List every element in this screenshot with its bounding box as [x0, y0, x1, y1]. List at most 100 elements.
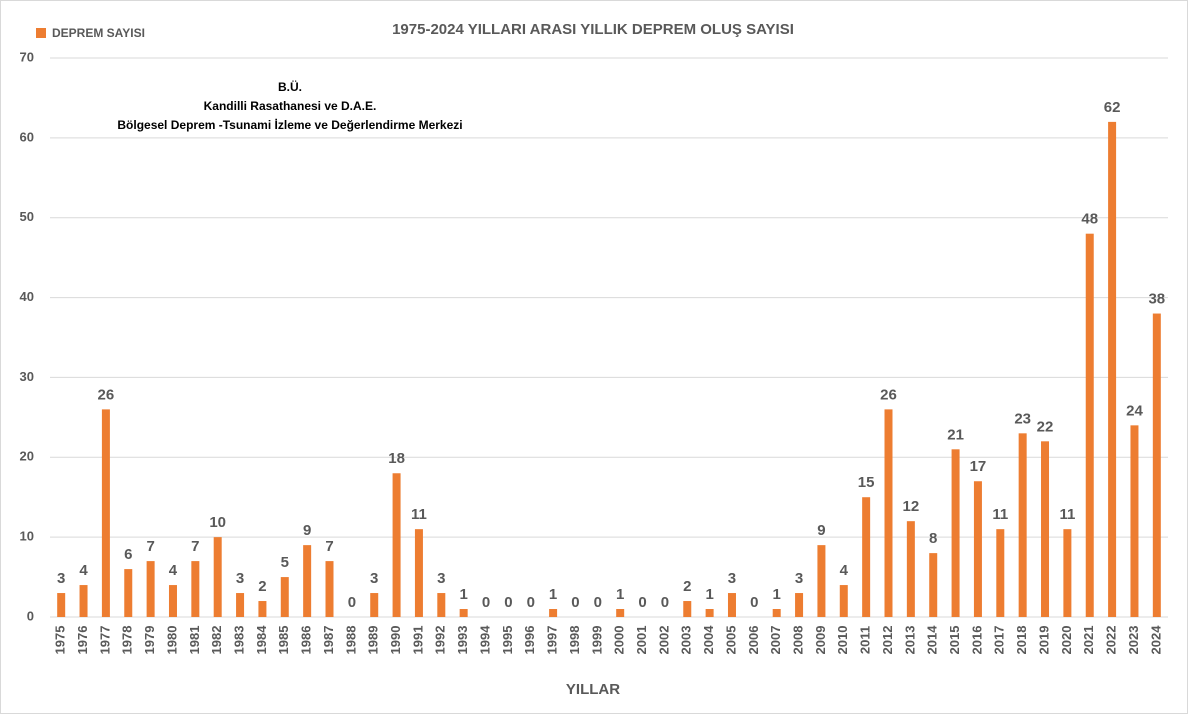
bar	[996, 529, 1005, 617]
value-label: 15	[858, 474, 875, 491]
value-label: 0	[661, 594, 669, 611]
value-label: 3	[795, 570, 803, 587]
bar	[1152, 313, 1161, 617]
value-label: 4	[169, 562, 178, 579]
value-label: 1	[459, 586, 467, 603]
bar	[280, 577, 289, 617]
x-tick-label: 1977	[97, 626, 112, 655]
bar	[683, 601, 692, 617]
bar	[929, 553, 938, 617]
bar	[795, 593, 804, 617]
value-label: 21	[947, 426, 964, 443]
legend-swatch	[36, 28, 46, 38]
bar	[1130, 425, 1139, 617]
annotation: B.Ü.	[278, 79, 302, 94]
y-tick-label: 0	[27, 608, 34, 623]
value-label: 23	[1014, 410, 1031, 427]
value-label: 22	[1037, 418, 1054, 435]
x-tick-label: 1994	[477, 625, 492, 655]
value-label: 3	[370, 570, 378, 587]
x-tick-label: 2020	[1059, 626, 1074, 655]
x-tick-label: 2000	[612, 626, 627, 655]
value-label: 1	[773, 586, 781, 603]
value-label: 0	[750, 594, 758, 611]
x-tick-label: 2006	[746, 626, 761, 655]
x-tick-label: 2021	[1081, 626, 1096, 655]
x-tick-label: 2014	[925, 625, 940, 655]
value-label: 0	[482, 594, 490, 611]
bar	[906, 521, 915, 617]
value-label: 0	[571, 594, 579, 611]
value-label: 11	[411, 506, 427, 523]
x-tick-label: 2017	[992, 626, 1007, 655]
bar	[1085, 233, 1094, 617]
value-label: 0	[504, 594, 512, 611]
bar	[258, 601, 267, 617]
bar	[370, 593, 379, 617]
value-label: 3	[57, 570, 65, 587]
x-tick-label: 1999	[589, 626, 604, 655]
x-tick-label: 1981	[187, 626, 202, 655]
x-tick-label: 1995	[500, 626, 515, 655]
bar	[303, 545, 312, 617]
y-tick-label: 40	[20, 289, 34, 304]
value-label: 4	[840, 562, 849, 579]
bar	[325, 561, 334, 617]
annotation: Bölgesel Deprem -Tsunami İzleme ve Değer…	[117, 117, 462, 132]
x-tick-label: 2019	[1036, 626, 1051, 655]
x-tick-label: 1978	[120, 626, 135, 655]
bar	[213, 537, 222, 617]
bar	[236, 593, 245, 617]
bar	[772, 609, 781, 617]
x-tick-label: 1982	[209, 626, 224, 655]
x-tick-label: 2022	[1104, 626, 1119, 655]
value-label: 8	[929, 530, 937, 547]
value-label: 2	[258, 578, 266, 595]
value-label: 11	[992, 506, 1008, 523]
bar	[951, 449, 960, 617]
bar	[1018, 433, 1027, 617]
bar	[124, 569, 133, 617]
value-label: 3	[728, 570, 736, 587]
bar	[973, 481, 982, 617]
value-label: 1	[616, 586, 624, 603]
x-tick-label: 1993	[455, 626, 470, 655]
x-tick-label: 2004	[701, 625, 716, 655]
bar	[414, 529, 423, 617]
value-label: 9	[303, 522, 311, 539]
value-label: 12	[903, 498, 920, 515]
bar	[191, 561, 200, 617]
bar	[101, 409, 110, 617]
x-tick-label: 1980	[164, 626, 179, 655]
x-tick-label: 2007	[768, 626, 783, 655]
x-tick-label: 2015	[947, 626, 962, 655]
x-tick-label: 1985	[276, 626, 291, 655]
bar	[146, 561, 155, 617]
bar	[817, 545, 826, 617]
value-label: 2	[683, 578, 691, 595]
bar	[727, 593, 736, 617]
x-tick-label: 1984	[254, 625, 269, 655]
x-tick-label: 2011	[858, 626, 873, 654]
annotation: Kandilli Rasathanesi ve D.A.E.	[204, 99, 377, 113]
y-tick-label: 20	[20, 449, 34, 464]
x-tick-label: 1989	[366, 626, 381, 655]
x-tick-label: 1986	[299, 626, 314, 655]
bar	[1063, 529, 1072, 617]
x-tick-label: 2016	[969, 626, 984, 655]
value-label: 18	[388, 450, 405, 467]
bar	[1108, 121, 1117, 617]
value-label: 48	[1081, 211, 1098, 228]
x-tick-label: 2008	[790, 626, 805, 655]
x-tick-label: 1997	[545, 626, 560, 655]
value-label: 5	[281, 554, 289, 571]
x-tick-label: 2009	[813, 626, 828, 655]
value-label: 7	[191, 538, 199, 555]
value-label: 10	[209, 514, 226, 531]
x-tick-label: 1983	[231, 626, 246, 655]
y-tick-label: 10	[20, 529, 34, 544]
value-label: 4	[79, 562, 88, 579]
bar	[57, 593, 66, 617]
x-tick-label: 1992	[433, 626, 448, 655]
